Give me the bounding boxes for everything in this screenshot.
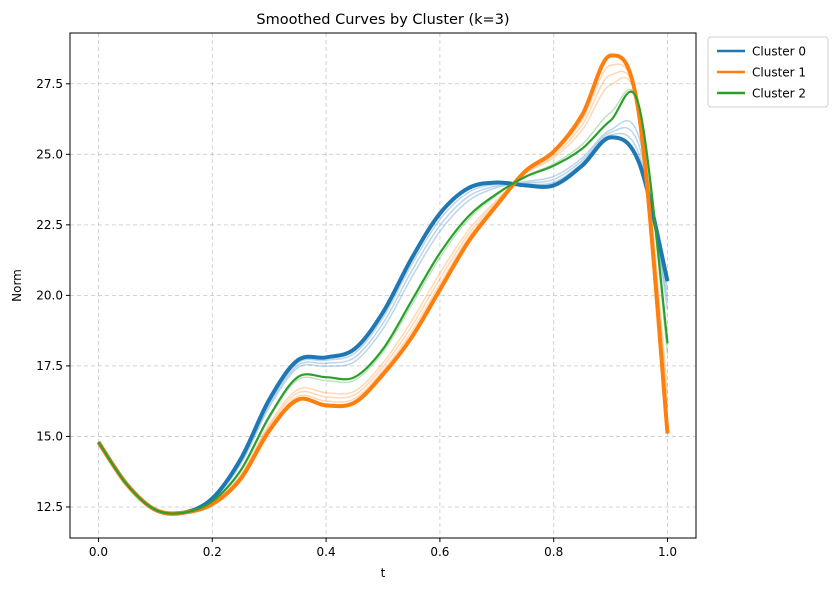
y-tick-label: 17.5: [36, 359, 63, 373]
x-tick-label: 0.2: [203, 545, 222, 559]
legend-label: Cluster 2: [752, 87, 806, 101]
x-tick-label: 0.0: [89, 545, 108, 559]
y-tick-label: 15.0: [36, 429, 63, 443]
x-tick-label: 0.4: [317, 545, 336, 559]
legend-label: Cluster 0: [752, 45, 806, 59]
legend-box: [707, 36, 829, 108]
y-tick-label: 22.5: [36, 218, 63, 232]
series-layer: [96, 53, 670, 516]
x-tick-label: 0.6: [430, 545, 449, 559]
series-line-cluster-1: [96, 53, 670, 516]
series-line-cluster-2: [97, 90, 669, 515]
legend-label: Cluster 1: [752, 66, 806, 80]
x-tick-label: 0.8: [544, 545, 563, 559]
y-tick-label: 12.5: [36, 500, 63, 514]
x-tick-label: 1.0: [658, 545, 677, 559]
axes: 0.0 0.2 0.4 0.6 0.8 1.0 12.5 15.0 17.5 20.0 22.5 25…: [36, 77, 677, 559]
chart-title: Smoothed Curves by Cluster (k=3): [256, 12, 509, 28]
y-tick-label: 27.5: [36, 77, 63, 91]
y-axis-title: Norm: [10, 269, 24, 302]
plot-frame: [69, 32, 697, 539]
x-axis-title: t: [381, 566, 386, 580]
y-tick-label: 20.0: [36, 288, 63, 302]
legend: Cluster 0 Cluster 1 Cluster 2: [707, 36, 829, 108]
y-tick-label: 25.0: [36, 147, 63, 161]
